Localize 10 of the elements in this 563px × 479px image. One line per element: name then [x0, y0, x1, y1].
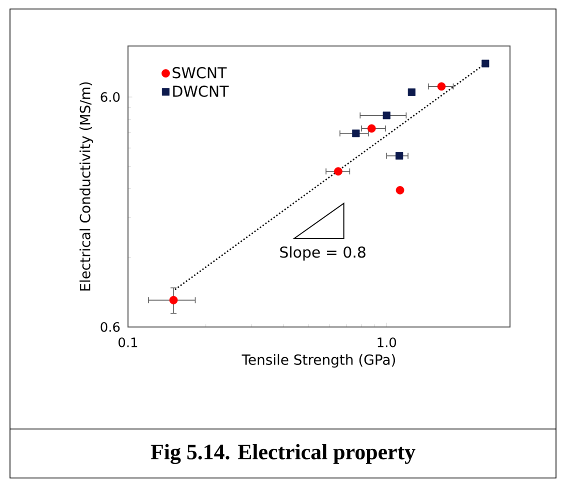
- y-axis-title: Electrical Conductivity (MS/m): [80, 82, 94, 290]
- x-tick-label: 1.0: [378, 337, 396, 348]
- x-axis-title: Tensile Strength (GPa): [242, 354, 396, 368]
- x-tick-label: 0.1: [118, 337, 138, 348]
- y-tick-label: 0.6: [100, 322, 120, 332]
- annotation: Slope = 0.8: [280, 246, 366, 261]
- caption: Fig 5.14. Electrical property: [150, 444, 416, 464]
- legend-label: SWCNT: [172, 67, 227, 78]
- y-tick-label: 6.0: [100, 92, 120, 102]
- legend-label: DWCNT: [173, 86, 229, 97]
